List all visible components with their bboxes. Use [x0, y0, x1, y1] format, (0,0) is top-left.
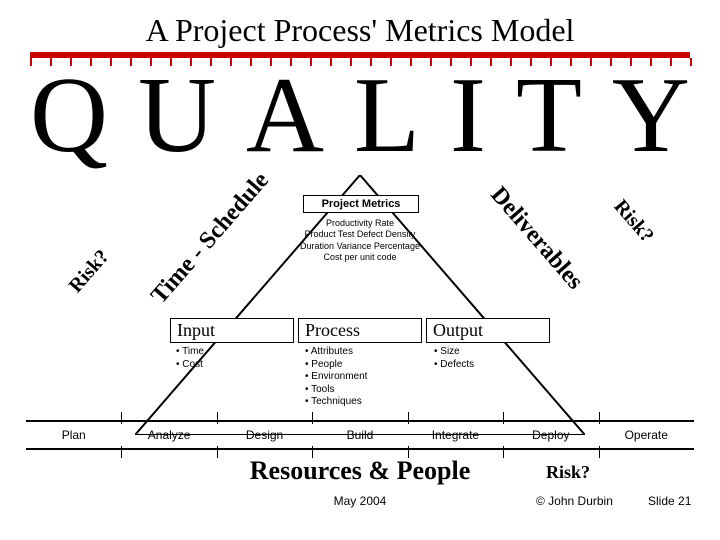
- ipo-box-output: Output: [426, 318, 550, 343]
- ipo-item: Defects: [434, 359, 544, 372]
- phase-integrate: Integrate: [408, 422, 503, 448]
- pm-item: Product Test Defect Density: [285, 229, 435, 240]
- ipo-box-input: Input: [170, 318, 294, 343]
- risk-label-right: Risk?: [609, 196, 658, 248]
- slide: A Project Process' Metrics Model QUALITY…: [0, 0, 720, 540]
- project-metrics-box: Project Metrics: [303, 195, 419, 213]
- risk-label-left: Risk?: [65, 246, 114, 298]
- pm-item: Cost per unit code: [285, 252, 435, 263]
- phase-build: Build: [312, 422, 407, 448]
- ipo-item: Attributes: [305, 346, 415, 359]
- phase-deploy: Deploy: [503, 422, 598, 448]
- pm-item: Productivity Rate: [285, 218, 435, 229]
- phase-analyze: Analyze: [121, 422, 216, 448]
- risk-footer: Risk?: [546, 462, 590, 483]
- phase-plan: Plan: [26, 422, 121, 448]
- ipo-item: Environment: [305, 371, 415, 384]
- ipo-item: Techniques: [305, 396, 415, 409]
- footer-copyright: © John Durbin: [536, 494, 613, 508]
- ipo-process-items: AttributesPeopleEnvironmentToolsTechniqu…: [299, 346, 421, 409]
- ipo-row: Input Process Output: [170, 318, 550, 343]
- resources-label: Resources & People: [0, 456, 720, 486]
- ipo-box-process: Process: [298, 318, 422, 343]
- footer-slide: Slide 21: [648, 494, 691, 508]
- page-title: A Project Process' Metrics Model: [0, 12, 720, 49]
- ipo-item: Time: [176, 346, 286, 359]
- project-metrics-list: Productivity RateProduct Test Defect Den…: [285, 218, 435, 263]
- ipo-input-items: TimeCost: [170, 346, 292, 409]
- phase-row: PlanAnalyzeDesignBuildIntegrateDeployOpe…: [26, 420, 694, 450]
- pm-item: Duration Variance Percentage: [285, 241, 435, 252]
- ipo-item: People: [305, 359, 415, 372]
- ipo-item: Size: [434, 346, 544, 359]
- ipo-item: Cost: [176, 359, 286, 372]
- ipo-item: Tools: [305, 384, 415, 397]
- ipo-items: TimeCost AttributesPeopleEnvironmentTool…: [170, 346, 550, 409]
- ipo-output-items: SizeDefects: [428, 346, 550, 409]
- phase-design: Design: [217, 422, 312, 448]
- quality-banner: QUALITY: [0, 54, 720, 178]
- phase-operate: Operate: [599, 422, 694, 448]
